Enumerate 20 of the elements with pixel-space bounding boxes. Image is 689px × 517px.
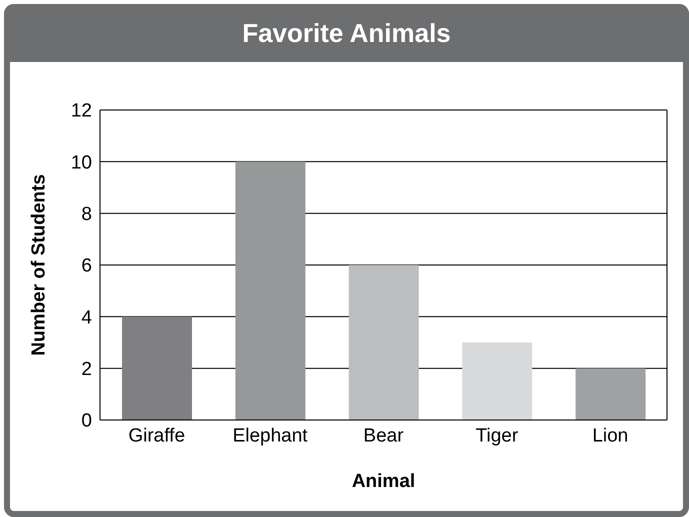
bar [576,368,646,420]
x-axis-title: Animal [352,471,416,492]
x-tick-label: Giraffe [128,425,186,446]
x-tick-label: Lion [592,425,628,446]
y-tick-label: 0 [81,410,92,432]
x-tick-label: Elephant [232,425,308,446]
y-tick-label: 2 [81,359,92,380]
y-tick-label: 6 [81,256,92,277]
y-tick-label: 12 [70,100,92,122]
bar [235,162,306,420]
bar [122,316,192,420]
bar [462,342,532,420]
x-tick-label: Bear [363,425,404,446]
y-tick-label: 10 [70,152,92,174]
bar [348,265,419,420]
y-axis-title: Number of Students [28,174,50,356]
y-tick-label: 4 [81,307,92,328]
y-tick-label: 8 [81,204,92,226]
chart-title: Favorite Animals [4,4,689,62]
x-tick-label: Tiger [476,425,519,446]
